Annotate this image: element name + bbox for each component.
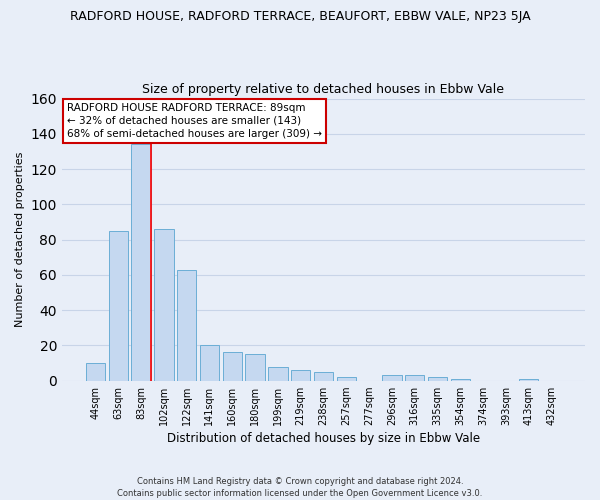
Title: Size of property relative to detached houses in Ebbw Vale: Size of property relative to detached ho… [142, 83, 505, 96]
Bar [405, 376, 424, 380]
Bar [382, 376, 401, 380]
Bar [223, 352, 242, 380]
Bar [86, 363, 105, 380]
Bar [200, 346, 219, 380]
Bar [245, 354, 265, 380]
Bar [268, 366, 287, 380]
Bar [131, 144, 151, 380]
Y-axis label: Number of detached properties: Number of detached properties [15, 152, 25, 328]
Bar [451, 379, 470, 380]
Bar [519, 379, 538, 380]
Bar [428, 377, 447, 380]
Text: RADFORD HOUSE RADFORD TERRACE: 89sqm
← 32% of detached houses are smaller (143)
: RADFORD HOUSE RADFORD TERRACE: 89sqm ← 3… [67, 103, 322, 139]
Bar [154, 229, 173, 380]
Bar [177, 270, 196, 380]
Bar [314, 372, 333, 380]
X-axis label: Distribution of detached houses by size in Ebbw Vale: Distribution of detached houses by size … [167, 432, 480, 445]
Bar [109, 231, 128, 380]
Bar [291, 370, 310, 380]
Text: RADFORD HOUSE, RADFORD TERRACE, BEAUFORT, EBBW VALE, NP23 5JA: RADFORD HOUSE, RADFORD TERRACE, BEAUFORT… [70, 10, 530, 23]
Text: Contains HM Land Registry data © Crown copyright and database right 2024.
Contai: Contains HM Land Registry data © Crown c… [118, 476, 482, 498]
Bar [337, 377, 356, 380]
